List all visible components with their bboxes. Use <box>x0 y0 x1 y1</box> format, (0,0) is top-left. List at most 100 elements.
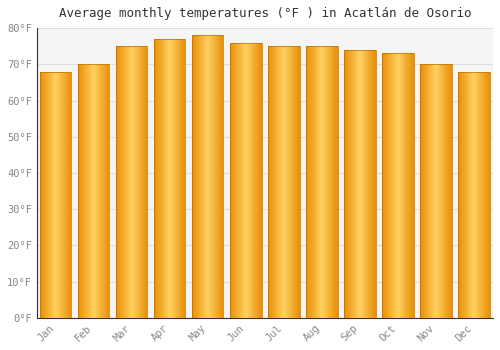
Bar <box>467 71 468 318</box>
Bar <box>446 64 447 318</box>
Bar <box>249 43 250 318</box>
Bar <box>482 71 483 318</box>
Bar <box>392 54 393 318</box>
Bar <box>103 64 104 318</box>
Bar <box>85 64 86 318</box>
Bar <box>154 39 155 318</box>
Bar <box>420 64 452 318</box>
Bar <box>243 43 244 318</box>
Bar <box>84 64 85 318</box>
Bar <box>331 46 332 318</box>
Bar <box>71 71 72 318</box>
Bar <box>335 46 336 318</box>
Bar <box>313 46 314 318</box>
Bar <box>204 35 205 318</box>
Bar <box>195 35 196 318</box>
Bar <box>81 64 82 318</box>
Bar <box>307 46 308 318</box>
Bar <box>209 35 210 318</box>
Bar <box>157 39 158 318</box>
Bar <box>477 71 478 318</box>
Bar <box>488 71 489 318</box>
Bar <box>64 71 65 318</box>
Bar <box>221 35 222 318</box>
Bar <box>109 64 110 318</box>
Bar <box>295 46 296 318</box>
Bar <box>422 64 423 318</box>
Bar <box>440 64 441 318</box>
Bar <box>441 64 442 318</box>
Bar <box>89 64 90 318</box>
Bar <box>116 46 117 318</box>
Bar <box>489 71 490 318</box>
Bar <box>368 50 369 318</box>
Bar <box>433 64 434 318</box>
Bar <box>170 39 171 318</box>
Bar <box>442 64 443 318</box>
Bar <box>96 64 97 318</box>
Bar <box>261 43 262 318</box>
Bar <box>172 39 173 318</box>
Bar <box>434 64 435 318</box>
Title: Average monthly temperatures (°F ) in Acatlán de Osorio: Average monthly temperatures (°F ) in Ac… <box>58 7 471 20</box>
Bar <box>393 54 394 318</box>
Bar <box>287 46 288 318</box>
Bar <box>324 46 325 318</box>
Bar <box>180 39 181 318</box>
Bar <box>334 46 335 318</box>
Bar <box>99 64 100 318</box>
Bar <box>132 46 133 318</box>
Bar <box>118 46 119 318</box>
Bar <box>485 71 486 318</box>
Bar <box>241 43 242 318</box>
Bar <box>409 54 410 318</box>
Bar <box>296 46 297 318</box>
Bar <box>470 71 471 318</box>
Bar <box>325 46 326 318</box>
Bar <box>198 35 199 318</box>
Bar <box>458 71 459 318</box>
Bar <box>122 46 123 318</box>
Bar <box>410 54 411 318</box>
Bar <box>196 35 197 318</box>
Bar <box>91 64 92 318</box>
Bar <box>245 43 246 318</box>
Bar <box>431 64 432 318</box>
Bar <box>60 71 61 318</box>
Bar <box>192 35 193 318</box>
Bar <box>280 46 281 318</box>
Bar <box>374 50 375 318</box>
Bar <box>166 39 167 318</box>
Bar <box>449 64 450 318</box>
Bar <box>147 46 148 318</box>
Bar <box>52 71 53 318</box>
Bar <box>487 71 488 318</box>
Bar <box>68 71 69 318</box>
Bar <box>486 71 487 318</box>
Bar <box>164 39 165 318</box>
Bar <box>230 43 262 318</box>
Bar <box>168 39 169 318</box>
Bar <box>173 39 174 318</box>
Bar <box>97 64 98 318</box>
Bar <box>298 46 299 318</box>
Bar <box>465 71 466 318</box>
Bar <box>183 39 184 318</box>
Bar <box>193 35 194 318</box>
Bar <box>200 35 201 318</box>
Bar <box>344 50 345 318</box>
Bar <box>400 54 401 318</box>
Bar <box>448 64 449 318</box>
Bar <box>290 46 291 318</box>
Bar <box>369 50 370 318</box>
Bar <box>102 64 103 318</box>
Bar <box>137 46 138 318</box>
Bar <box>61 71 62 318</box>
Bar <box>121 46 122 318</box>
Bar <box>247 43 248 318</box>
Bar <box>405 54 406 318</box>
Bar <box>252 43 253 318</box>
Bar <box>233 43 234 318</box>
Bar <box>251 43 252 318</box>
Bar <box>386 54 387 318</box>
